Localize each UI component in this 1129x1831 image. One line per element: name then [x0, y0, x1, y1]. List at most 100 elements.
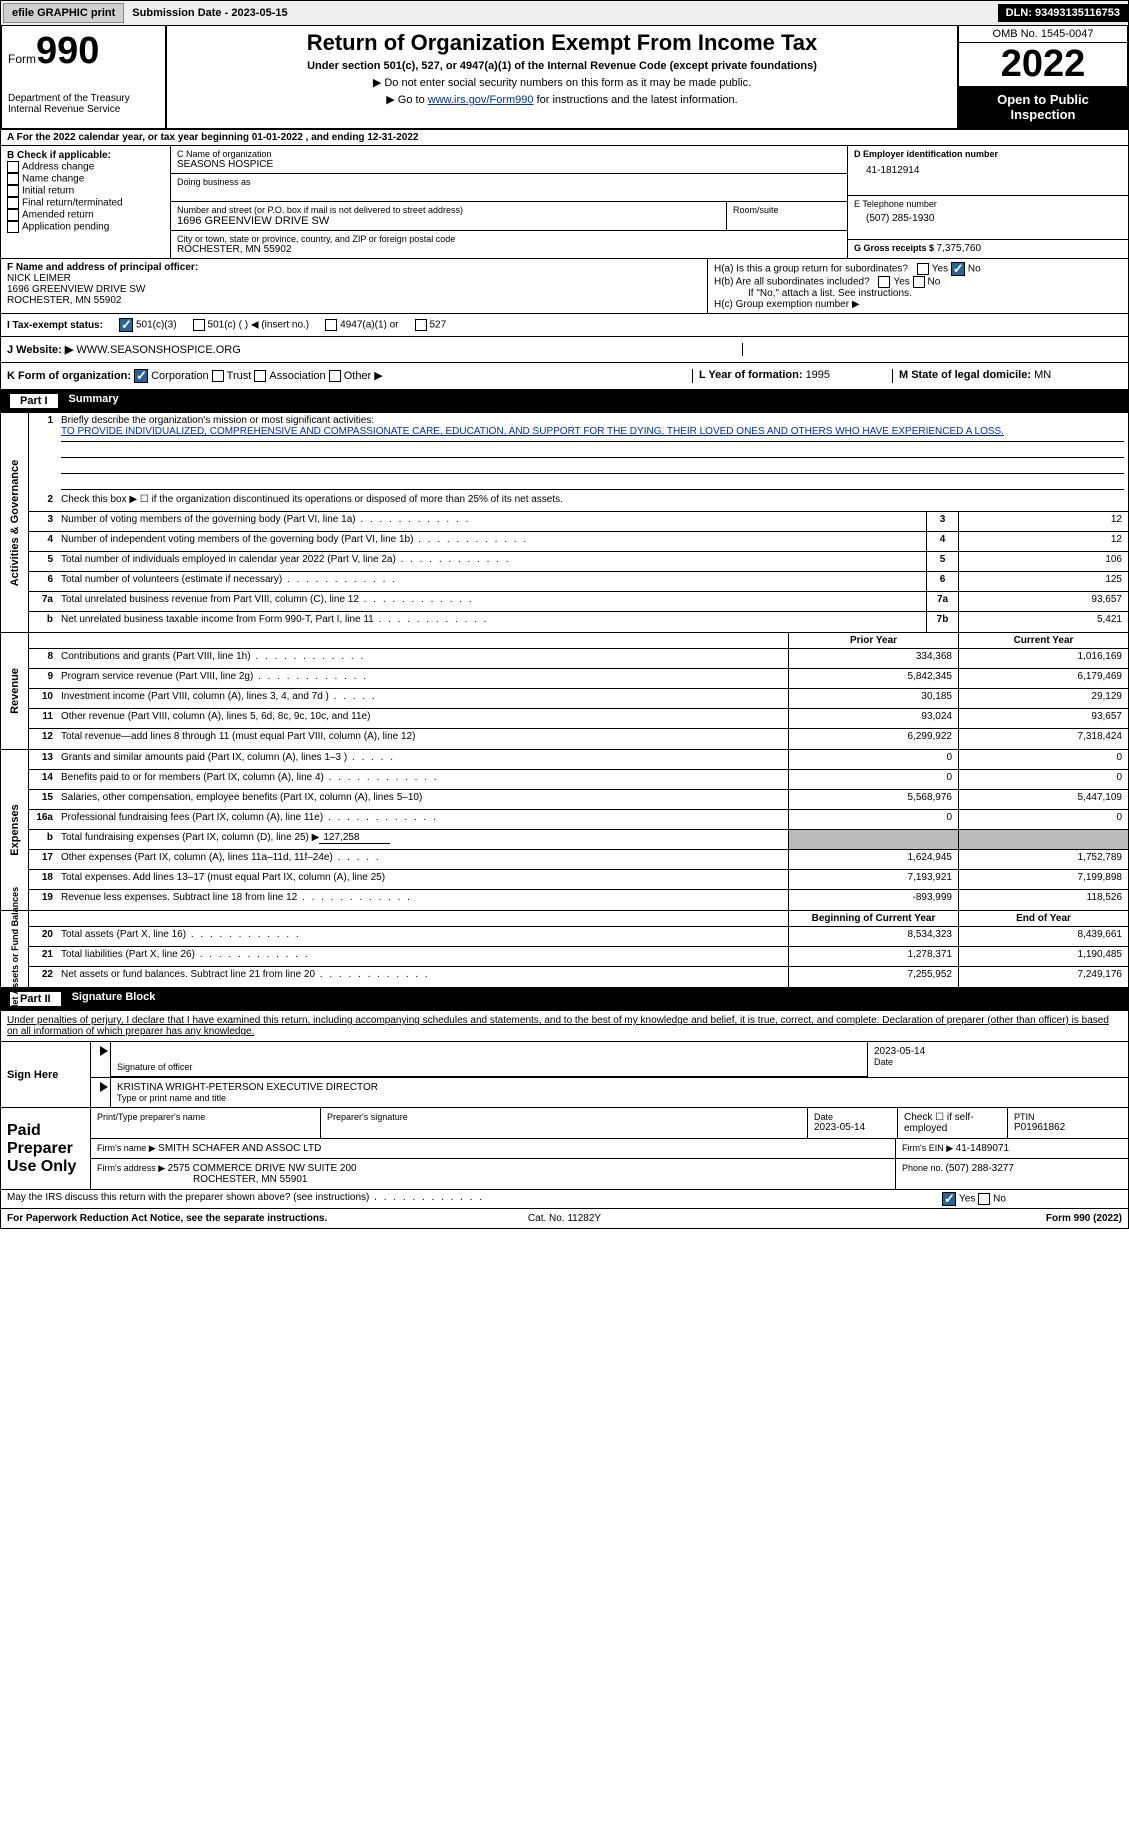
hdr-prior-year: Prior Year	[788, 633, 958, 648]
city-value: ROCHESTER, MN 55902	[177, 244, 841, 255]
line5-value: 106	[958, 552, 1128, 571]
prep-name-label: Print/Type preparer's name	[97, 1112, 314, 1122]
line6-label: Total number of volunteers (estimate if …	[57, 572, 926, 591]
line22-cy: 7,249,176	[958, 967, 1128, 987]
line8-py: 334,368	[788, 649, 958, 668]
line8-cy: 1,016,169	[958, 649, 1128, 668]
line2: Check this box ▶ ☐ if the organization d…	[57, 492, 1128, 511]
vlabel-revenue: Revenue	[9, 668, 21, 714]
chk-initial-return[interactable]: Initial return	[7, 185, 164, 197]
year-formation-label: L Year of formation:	[699, 369, 806, 381]
chk-501c[interactable]: 501(c) ( ) ◀ (insert no.)	[193, 319, 310, 331]
line15-label: Salaries, other compensation, employee b…	[57, 790, 788, 809]
dln-label: DLN: 93493135116753	[998, 4, 1128, 22]
chk-association[interactable]: Association	[254, 370, 325, 382]
line5-label: Total number of individuals employed in …	[57, 552, 926, 571]
line12-py: 6,299,922	[788, 729, 958, 749]
page-footer: For Paperwork Reduction Act Notice, see …	[0, 1209, 1129, 1229]
ha-yes[interactable]	[917, 263, 929, 275]
line13-py: 0	[788, 750, 958, 769]
line7a-value: 93,657	[958, 592, 1128, 611]
form-word: Form	[8, 52, 36, 66]
officer-label: F Name and address of principal officer:	[7, 262, 701, 273]
form-note-ssn: ▶ Do not enter social security numbers o…	[173, 76, 951, 89]
line6-value: 125	[958, 572, 1128, 591]
line9-cy: 6,179,469	[958, 669, 1128, 688]
line18-py: 7,193,921	[788, 870, 958, 889]
chk-trust[interactable]: Trust	[212, 370, 252, 382]
part2-title: Signature Block	[72, 991, 156, 1007]
line3-value: 12	[958, 512, 1128, 531]
firm-name-label: Firm's name ▶	[97, 1143, 158, 1153]
ptin-label: PTIN	[1014, 1112, 1122, 1122]
form-number: 990	[36, 30, 99, 72]
perjury-statement: Under penalties of perjury, I declare th…	[0, 1011, 1129, 1042]
discuss-yes[interactable]	[942, 1192, 956, 1206]
street-value: 1696 GREENVIEW DRIVE SW	[177, 215, 720, 227]
firm-ein: 41-1489071	[956, 1143, 1009, 1154]
principal-officer-block: F Name and address of principal officer:…	[0, 259, 1129, 314]
section-activities: Activities & Governance 1 Briefly descri…	[0, 413, 1129, 633]
tax-year: 2022	[959, 43, 1127, 86]
footer-cat: Cat. No. 11282Y	[379, 1213, 751, 1224]
submission-date-label: Submission Date - 2023-05-15	[126, 4, 293, 22]
hb-yes[interactable]	[878, 276, 890, 288]
line18-cy: 7,199,898	[958, 870, 1128, 889]
chk-other[interactable]: Other ▶	[329, 370, 383, 382]
firm-addr2: ROCHESTER, MN 55901	[97, 1174, 889, 1185]
sign-here-block: Sign Here Signature of officer 2023-05-1…	[0, 1042, 1129, 1108]
chk-4947[interactable]: 4947(a)(1) or	[325, 319, 398, 331]
hb-no[interactable]	[913, 276, 925, 288]
line13-cy: 0	[958, 750, 1128, 769]
discuss-no[interactable]	[978, 1193, 990, 1205]
efile-print-button[interactable]: efile GRAPHIC print	[3, 3, 124, 23]
section-net-assets: Net Assets or Fund Balances Beginning of…	[0, 911, 1129, 988]
website-label: J Website: ▶	[7, 344, 76, 356]
firm-phone-label: Phone no.	[902, 1163, 946, 1173]
firm-name: SMITH SCHAFER AND ASSOC LTD	[158, 1143, 321, 1154]
sig-date-label: Date	[874, 1057, 1122, 1067]
website-row: J Website: ▶ WWW.SEASONSHOSPICE.ORG	[0, 337, 1129, 363]
state-domicile-label: M State of legal domicile:	[899, 369, 1034, 381]
chk-corporation[interactable]: Corporation	[134, 370, 208, 382]
irs-link[interactable]: www.irs.gov/Form990	[428, 94, 534, 106]
line16a-label: Professional fundraising fees (Part IX, …	[57, 810, 788, 829]
part1-header: Part I Summary	[0, 390, 1129, 413]
line14-cy: 0	[958, 770, 1128, 789]
discuss-row: May the IRS discuss this return with the…	[0, 1190, 1129, 1209]
line4-label: Number of independent voting members of …	[57, 532, 926, 551]
chk-501c3[interactable]: 501(c)(3)	[119, 318, 177, 332]
vlabel-expenses: Expenses	[9, 804, 21, 855]
chk-address-change[interactable]: Address change	[7, 161, 164, 173]
chk-final-return[interactable]: Final return/terminated	[7, 197, 164, 209]
line3-label: Number of voting members of the governin…	[57, 512, 926, 531]
arrow-icon	[100, 1082, 108, 1092]
prep-date-label: Date	[814, 1112, 891, 1122]
self-employed-check[interactable]: Check ☐ if self-employed	[898, 1108, 1008, 1138]
section-revenue: Revenue Prior YearCurrent Year 8Contribu…	[0, 633, 1129, 750]
line17-py: 1,624,945	[788, 850, 958, 869]
firm-ein-label: Firm's EIN ▶	[902, 1143, 956, 1153]
line22-label: Net assets or fund balances. Subtract li…	[57, 967, 788, 987]
chk-amended-return[interactable]: Amended return	[7, 209, 164, 221]
hdr-boy: Beginning of Current Year	[788, 911, 958, 926]
chk-application-pending[interactable]: Application pending	[7, 221, 164, 233]
omb-number: OMB No. 1545-0047	[959, 26, 1127, 43]
line18-label: Total expenses. Add lines 13–17 (must eq…	[57, 870, 788, 889]
chk-name-change[interactable]: Name change	[7, 173, 164, 185]
line11-label: Other revenue (Part VIII, column (A), li…	[57, 709, 788, 728]
sig-officer-label: Signature of officer	[117, 1062, 861, 1072]
room-label: Room/suite	[733, 205, 841, 215]
form-subtitle: Under section 501(c), 527, or 4947(a)(1)…	[173, 60, 951, 72]
open-to-public: Open to Public Inspection	[959, 86, 1127, 128]
line19-label: Revenue less expenses. Subtract line 18 …	[57, 890, 788, 910]
ha-no[interactable]	[951, 262, 965, 276]
footer-left: For Paperwork Reduction Act Notice, see …	[7, 1213, 379, 1224]
dba-label: Doing business as	[177, 177, 841, 187]
form-note-link: ▶ Go to www.irs.gov/Form990 for instruct…	[173, 93, 951, 106]
part2-header: Part II Signature Block	[0, 988, 1129, 1011]
year-formation-value: 1995	[806, 369, 830, 381]
line14-label: Benefits paid to or for members (Part IX…	[57, 770, 788, 789]
chk-527[interactable]: 527	[415, 319, 447, 331]
line17-cy: 1,752,789	[958, 850, 1128, 869]
